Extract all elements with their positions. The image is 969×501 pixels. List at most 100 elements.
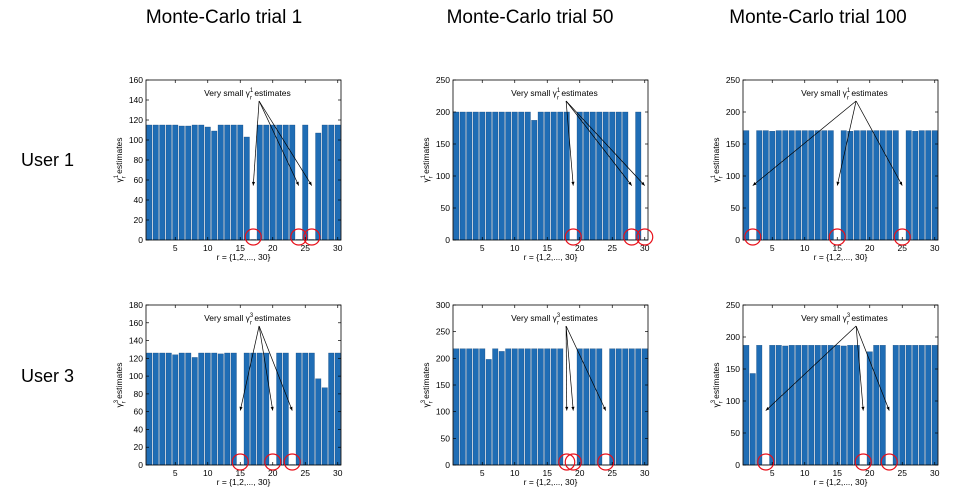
- bar-24: [602, 111, 609, 241]
- row-label-user-3: User 3: [21, 366, 75, 386]
- y-tick-label: 100: [436, 171, 450, 181]
- y-tick-label: 200: [436, 107, 450, 117]
- bar-9: [198, 124, 205, 241]
- bar-9: [505, 348, 512, 466]
- bar-28: [321, 387, 328, 466]
- x-tick-label: 30: [930, 243, 940, 253]
- x-tick-label: 20: [268, 243, 278, 253]
- x-tick-label: 25: [301, 468, 311, 478]
- bar-20: [576, 348, 583, 466]
- bar-2: [152, 124, 159, 241]
- annotation-arrow: [752, 100, 857, 186]
- y-tick-label: 0: [445, 460, 450, 470]
- bar-15: [544, 111, 551, 241]
- bar-19: [860, 130, 867, 241]
- bar-14: [827, 345, 834, 466]
- y-tick-label: 20: [134, 442, 144, 452]
- x-tick-label: 25: [608, 468, 618, 478]
- bar-20: [576, 111, 583, 241]
- bar-1: [453, 348, 460, 466]
- x-tick-label: 20: [865, 243, 875, 253]
- highlight-circle: [290, 228, 308, 246]
- bar-22: [879, 345, 886, 466]
- highlight-circle: [636, 228, 654, 246]
- bar-3: [159, 124, 166, 241]
- x-tick-label: 10: [510, 243, 520, 253]
- x-tick-label: 25: [301, 243, 311, 253]
- bar-11: [808, 130, 815, 241]
- annotation-arrow: [855, 325, 865, 411]
- x-tick-label: 5: [173, 468, 178, 478]
- y-tick-label: 150: [726, 139, 740, 149]
- bar-27: [315, 132, 322, 241]
- highlight-circle: [564, 228, 582, 246]
- bar-7: [782, 345, 789, 466]
- y-tick-label: 50: [731, 203, 741, 213]
- annotation-arrow: [565, 100, 633, 186]
- chart-user1-trial100: 0 50 100 150 200 250 5 10 15 20 25 30 r = {1,2,..., …: [711, 75, 940, 262]
- annotation-arrow: [855, 325, 890, 411]
- bar-8: [191, 124, 198, 241]
- y-tick-label: 40: [134, 195, 144, 205]
- bar-29: [328, 352, 335, 466]
- highlight-circle: [880, 453, 898, 471]
- y-tick-label: 80: [134, 389, 144, 399]
- y-axis-label: γ1r estimates: [421, 137, 434, 182]
- bar-20: [866, 130, 873, 241]
- x-tick-label: 25: [898, 243, 908, 253]
- annotation-arrow: [565, 100, 646, 186]
- bar-11: [808, 345, 815, 466]
- x-tick-label: 15: [833, 243, 843, 253]
- bar-20: [269, 124, 276, 241]
- bar-25: [609, 348, 616, 466]
- bar-1: [743, 345, 750, 466]
- x-tick-label: 5: [770, 468, 775, 478]
- highlight-circle: [597, 453, 615, 471]
- bar-8: [498, 351, 505, 466]
- y-tick-label: 160: [129, 75, 143, 85]
- y-tick-label: 0: [138, 460, 143, 470]
- bar-12: [524, 348, 531, 466]
- bar-25: [609, 111, 616, 241]
- bar-2: [749, 373, 756, 466]
- bar-25: [302, 352, 309, 466]
- bar-16: [243, 352, 250, 466]
- y-tick-label: 50: [731, 428, 741, 438]
- axes-box: [452, 79, 649, 241]
- x-tick-label: 20: [575, 243, 585, 253]
- bar-4: [472, 111, 479, 241]
- bar-18: [853, 345, 860, 466]
- bar-7: [492, 348, 499, 466]
- y-tick-label: 50: [441, 433, 451, 443]
- bar-2: [152, 352, 159, 466]
- y-tick-label: 100: [129, 371, 143, 381]
- bar-5: [479, 111, 486, 241]
- highlight-circle: [231, 453, 249, 471]
- bar-3: [466, 111, 473, 241]
- x-tick-label: 30: [333, 243, 343, 253]
- y-tick-label: 60: [134, 407, 144, 417]
- annotation-arrow: [565, 325, 569, 411]
- bar-6: [775, 130, 782, 241]
- y-tick-label: 200: [436, 353, 450, 363]
- bar-26: [615, 348, 622, 466]
- bar-18: [256, 352, 263, 466]
- bar-18: [256, 124, 263, 241]
- bar-8: [788, 345, 795, 466]
- bar-24: [892, 345, 899, 466]
- y-tick-label: 50: [441, 203, 451, 213]
- bar-10: [801, 345, 808, 466]
- y-tick-label: 100: [726, 171, 740, 181]
- bar-10: [511, 111, 518, 241]
- highlight-circle: [558, 453, 576, 471]
- y-tick-label: 120: [129, 115, 143, 125]
- x-axis-label: r = {1,2,..., 30}: [217, 477, 271, 487]
- bar-3: [756, 345, 763, 466]
- y-tick-label: 200: [726, 332, 740, 342]
- x-tick-label: 20: [865, 468, 875, 478]
- y-tick-label: 160: [129, 318, 143, 328]
- highlight-circle: [283, 453, 301, 471]
- bar-10: [204, 352, 211, 466]
- bar-11: [518, 111, 525, 241]
- y-tick-label: 0: [735, 235, 740, 245]
